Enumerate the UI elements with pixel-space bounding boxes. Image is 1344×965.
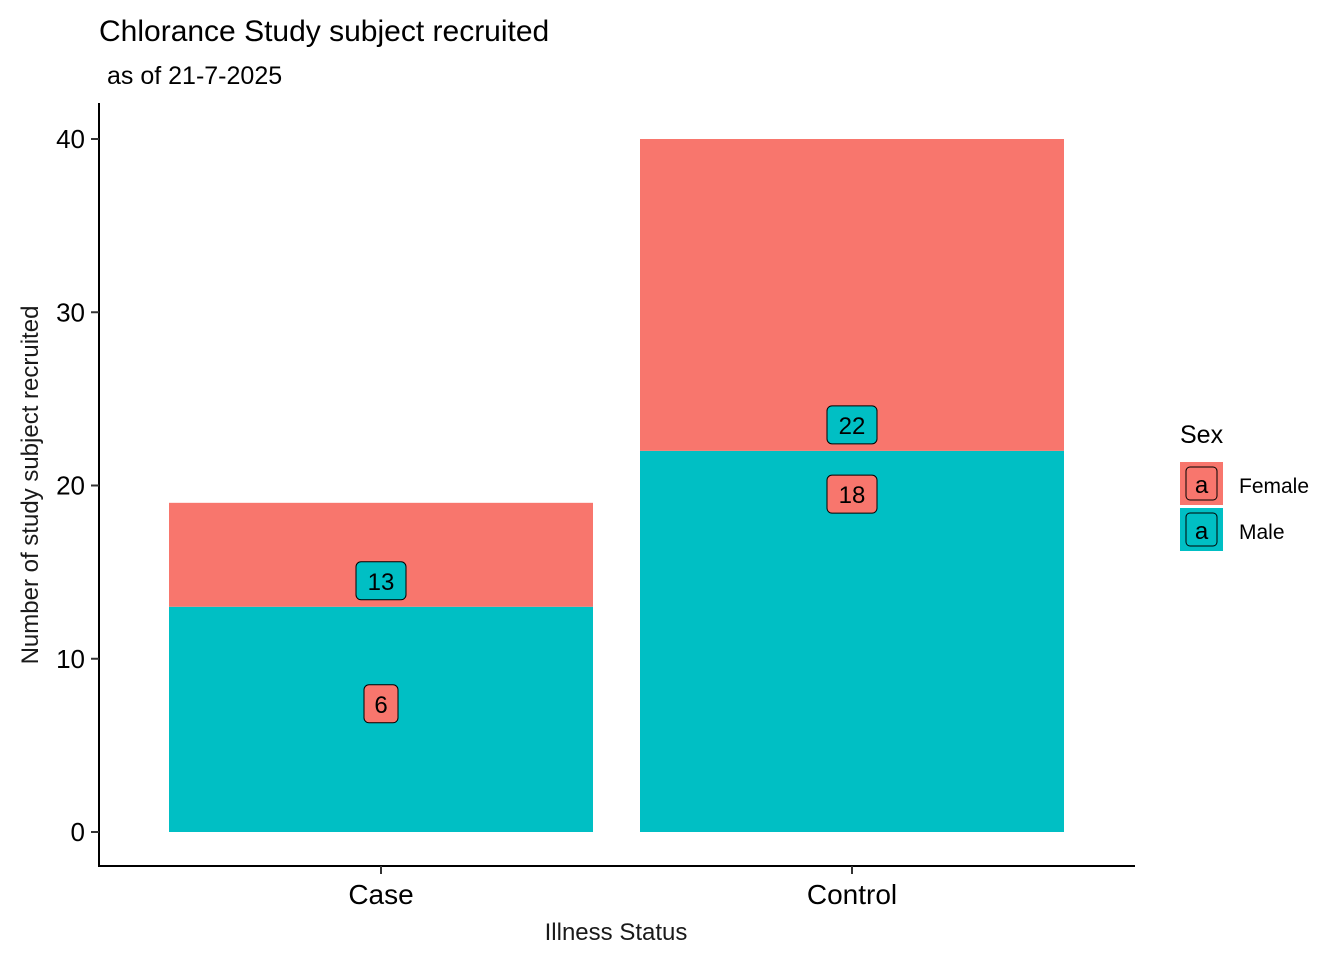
data-label-text: 18 bbox=[839, 482, 866, 509]
data-label-box bbox=[355, 561, 407, 601]
x-tick-label-case: Case bbox=[348, 879, 413, 910]
x-axis-ticks: Case Control bbox=[348, 866, 897, 910]
y-tick-label-20: 20 bbox=[56, 471, 85, 501]
y-tick-label-40: 40 bbox=[56, 124, 85, 154]
chart-title: Chlorance Study subject recruited bbox=[99, 15, 549, 48]
legend-title: Sex bbox=[1180, 421, 1224, 449]
data-label-case-0: 13 bbox=[355, 561, 407, 601]
bar-control-male bbox=[640, 450, 1064, 832]
legend: Sex a Female a Male bbox=[1180, 421, 1309, 551]
data-label-box bbox=[363, 684, 399, 724]
y-tick-label-30: 30 bbox=[56, 297, 85, 327]
data-label-box bbox=[826, 474, 878, 514]
data-label-box bbox=[826, 405, 878, 445]
data-label-control-3: 18 bbox=[826, 474, 878, 514]
y-axis-ticks: 0 10 20 30 40 bbox=[56, 124, 99, 847]
legend-key-glyph-female: a bbox=[1195, 472, 1209, 499]
legend-item-female: a Female bbox=[1180, 462, 1309, 505]
x-axis-title: Illness Status bbox=[545, 919, 688, 946]
bars-layer bbox=[169, 139, 1064, 832]
data-label-text: 22 bbox=[839, 413, 866, 440]
bar-control-female bbox=[640, 139, 1064, 451]
data-label-control-2: 22 bbox=[826, 405, 878, 445]
data-labels-layer: 13 6 22 18 bbox=[355, 405, 878, 724]
chart-subtitle: as of 21-7-2025 bbox=[107, 62, 282, 90]
legend-key-glyph-box-female bbox=[1185, 466, 1218, 501]
y-tick-label-10: 10 bbox=[56, 644, 85, 674]
y-tick-label-0: 0 bbox=[71, 817, 85, 847]
data-label-case-1: 6 bbox=[363, 684, 399, 724]
data-label-text: 6 bbox=[374, 692, 387, 719]
legend-key-glyph-box-male bbox=[1185, 512, 1218, 547]
legend-key-glyph-male: a bbox=[1195, 518, 1209, 545]
data-label-text: 13 bbox=[368, 569, 395, 596]
x-tick-label-control: Control bbox=[807, 879, 897, 910]
legend-item-male: a Male bbox=[1180, 508, 1285, 551]
legend-label-female: Female bbox=[1239, 475, 1309, 498]
legend-label-male: Male bbox=[1239, 521, 1285, 544]
y-axis-title: Number of study subject recruited bbox=[17, 306, 44, 665]
